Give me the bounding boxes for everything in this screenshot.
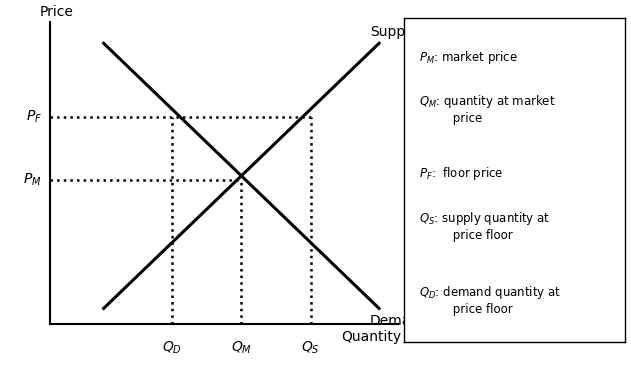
Text: $Q_D$: demand quantity at
         price floor: $Q_D$: demand quantity at price floor [420,284,561,316]
Text: $P_F$: $P_F$ [26,109,42,125]
Text: $Q_D$: $Q_D$ [162,340,182,356]
Text: Price: Price [40,5,74,19]
Text: $P_F$:  floor price: $P_F$: floor price [420,165,504,182]
Text: $Q_M$: quantity at market
         price: $Q_M$: quantity at market price [420,93,556,125]
Text: Quantity: Quantity [341,330,401,344]
Text: $Q_M$: $Q_M$ [231,340,252,356]
Text: Demand: Demand [370,314,429,328]
Text: Supply: Supply [370,25,417,39]
Text: $P_M$: market price: $P_M$: market price [420,49,518,66]
Text: $P_M$: $P_M$ [23,172,42,188]
Text: $Q_S$: supply quantity at
         price floor: $Q_S$: supply quantity at price floor [420,210,551,242]
Text: $Q_S$: $Q_S$ [302,340,320,356]
